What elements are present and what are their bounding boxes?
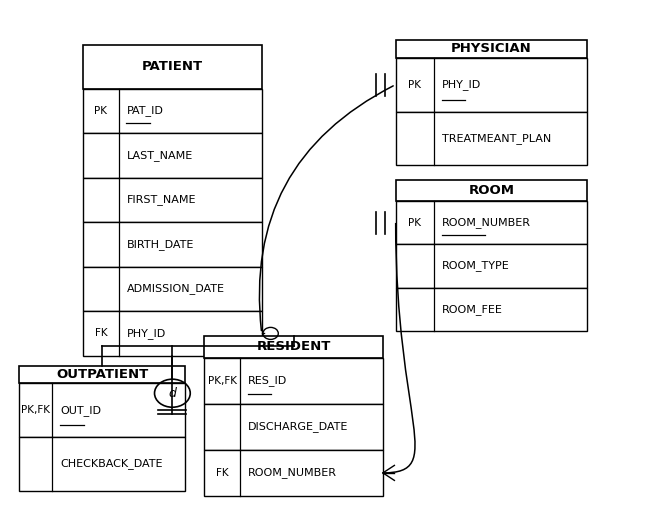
Bar [204,450,383,496]
Text: PK: PK [408,80,421,89]
Text: OUT_ID: OUT_ID [60,405,101,415]
Text: PK,FK: PK,FK [208,376,237,386]
Bar [20,366,185,383]
Text: PK: PK [94,106,107,116]
Bar [396,244,587,288]
Bar [396,111,587,166]
Bar [396,180,587,201]
Bar [83,311,262,356]
Text: PK: PK [408,218,421,228]
Text: ROOM_FEE: ROOM_FEE [441,304,503,315]
Text: PHY_ID: PHY_ID [441,79,481,90]
Text: PAT_ID: PAT_ID [126,105,163,117]
Text: PHY_ID: PHY_ID [126,328,166,339]
Bar [83,88,262,133]
Bar [83,45,262,88]
Bar [83,267,262,311]
Text: PHYSICIAN: PHYSICIAN [451,42,532,55]
Bar [204,336,383,358]
Bar [396,201,587,244]
Text: ROOM: ROOM [468,184,514,197]
Bar [83,222,262,267]
Text: d: d [169,387,176,400]
Bar [396,58,587,111]
Text: ROOM_NUMBER: ROOM_NUMBER [247,468,337,478]
Text: TREATMEANT_PLAN: TREATMEANT_PLAN [441,133,551,144]
Text: OUTPATIENT: OUTPATIENT [56,368,148,381]
Text: LAST_NAME: LAST_NAME [126,150,193,161]
Text: ROOM_NUMBER: ROOM_NUMBER [441,218,531,228]
Text: FK: FK [216,468,229,478]
Text: PK,FK: PK,FK [21,405,50,415]
Bar [396,288,587,331]
Bar [83,178,262,222]
Text: PATIENT: PATIENT [142,60,203,74]
Text: ROOM_TYPE: ROOM_TYPE [441,261,509,271]
Text: CHECKBACK_DATE: CHECKBACK_DATE [60,458,163,470]
Bar [20,383,185,437]
Bar [204,358,383,404]
Text: ADMISSION_DATE: ADMISSION_DATE [126,284,225,294]
Bar [204,404,383,450]
Text: RESIDENT: RESIDENT [256,340,331,353]
Text: FK: FK [94,329,107,338]
Text: DISCHARGE_DATE: DISCHARGE_DATE [247,422,348,432]
Bar [20,437,185,491]
Bar [83,133,262,178]
Text: RES_ID: RES_ID [247,376,287,386]
Text: FIRST_NAME: FIRST_NAME [126,195,196,205]
Text: BIRTH_DATE: BIRTH_DATE [126,239,194,250]
Bar [396,40,587,58]
